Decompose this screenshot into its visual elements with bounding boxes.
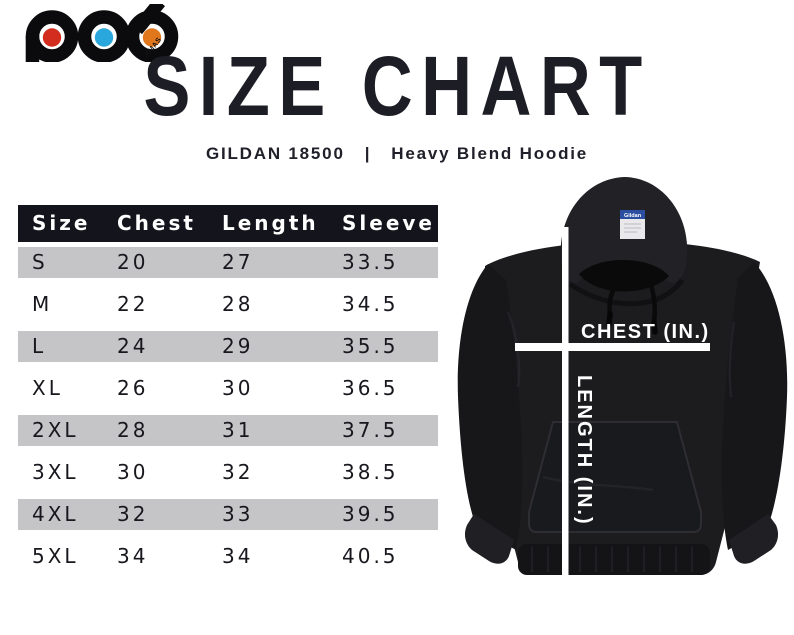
hoodie-diagram: Gildan CHEST (IN.) LENGTH (IN.): [457, 177, 788, 577]
hood-opening: [579, 259, 669, 292]
col-header-size: Size: [32, 211, 91, 235]
hoodie-right-sleeve: [721, 262, 788, 550]
hoodie-left-cuff: [464, 514, 514, 564]
cell-chest: 24: [117, 334, 149, 358]
cell-sleeve: 34.5: [342, 292, 399, 316]
cell-chest: 28: [117, 418, 149, 442]
product-subtitle: GILDAN 18500 | Heavy Blend Hoodie: [0, 142, 794, 166]
cell-length: 28: [222, 292, 254, 316]
table-row-4xl: 4XL 32 33 39.5: [18, 494, 438, 536]
table-row-5xl: 5XL 34 34 40.5: [18, 536, 438, 578]
cell-size: XL: [32, 376, 63, 400]
length-measure-line: [562, 227, 569, 577]
tag-blue-band: [620, 210, 645, 219]
drawstring-right: [646, 275, 658, 325]
logo-letter-o: [77, 10, 131, 62]
pod-logo: XMAS: [25, 4, 179, 62]
drawstring-left: [607, 277, 621, 317]
cell-length: 27: [222, 250, 254, 274]
cell-size: 5XL: [32, 544, 79, 568]
cell-chest: 32: [117, 502, 149, 526]
cell-length: 31: [222, 418, 254, 442]
chest-label: CHEST (IN.): [581, 321, 710, 343]
cell-length: 30: [222, 376, 254, 400]
tag-white-body: [620, 219, 645, 239]
hoodie-pocket: [528, 421, 702, 533]
cell-chest: 22: [117, 292, 149, 316]
cell-size: 3XL: [32, 460, 79, 484]
size-table: Size Chest Length Sleeve S 20 27 33.5 M …: [18, 205, 438, 578]
product-code: GILDAN 18500: [205, 144, 345, 163]
drawstring-aglets: [606, 311, 658, 335]
tag-brand-text: Gildan: [624, 213, 642, 219]
logo-dot-blue: [94, 28, 114, 47]
cell-sleeve: 38.5: [342, 460, 399, 484]
cell-length: 29: [222, 334, 254, 358]
subtitle-divider: |: [364, 144, 372, 163]
col-header-sleeve: Sleeve: [342, 211, 435, 235]
cell-length: 34: [222, 544, 254, 568]
tag-print-lines: [624, 223, 641, 233]
logo-p-descender: [25, 36, 40, 62]
table-row-xl: XL 26 30 36.5: [18, 368, 438, 410]
product-name: Heavy Blend Hoodie: [391, 144, 589, 163]
cell-size: 2XL: [32, 418, 79, 442]
hood-drape-shadow: [568, 278, 685, 307]
cell-length: 33: [222, 502, 254, 526]
table-row-s: S 20 27 33.5: [18, 242, 438, 284]
length-label: LENGTH (IN.): [573, 375, 595, 526]
logo-dot-red: [42, 28, 62, 47]
cell-size: 4XL: [32, 502, 79, 526]
size-table-header: Size Chest Length Sleeve: [18, 205, 438, 242]
cell-size: S: [32, 250, 48, 274]
cell-chest: 20: [117, 250, 149, 274]
cell-size: M: [32, 292, 53, 316]
col-header-chest: Chest: [117, 211, 196, 235]
table-row-3xl: 3XL 30 32 38.5: [18, 452, 438, 494]
hoodie-hem: [518, 544, 710, 575]
hoodie-right-cuff: [729, 514, 779, 564]
cell-chest: 30: [117, 460, 149, 484]
cell-sleeve: 39.5: [342, 502, 399, 526]
cell-sleeve: 35.5: [342, 334, 399, 358]
hoodie-left-sleeve: [457, 264, 523, 550]
page-title: SIZE CHART: [143, 39, 651, 133]
table-row-m: M 22 28 34.5: [18, 284, 438, 326]
cell-size: L: [32, 334, 47, 358]
col-header-length: Length: [222, 211, 319, 235]
logo-dot-orange: [142, 28, 162, 47]
logo-d-ascender: [131, 4, 166, 35]
cell-sleeve: 40.5: [342, 544, 399, 568]
cell-chest: 34: [117, 544, 149, 568]
neck-tag: Gildan: [620, 210, 645, 239]
table-row-2xl: 2XL 28 31 37.5: [18, 410, 438, 452]
cell-length: 32: [222, 460, 254, 484]
cell-sleeve: 36.5: [342, 376, 399, 400]
cell-sleeve: 33.5: [342, 250, 399, 274]
logo-letters: XMAS: [25, 4, 179, 62]
fabric-folds: [506, 311, 736, 492]
chest-measure-line: [515, 343, 710, 351]
cell-sleeve: 37.5: [342, 418, 399, 442]
cell-chest: 26: [117, 376, 149, 400]
table-row-l: L 24 29 35.5: [18, 326, 438, 368]
